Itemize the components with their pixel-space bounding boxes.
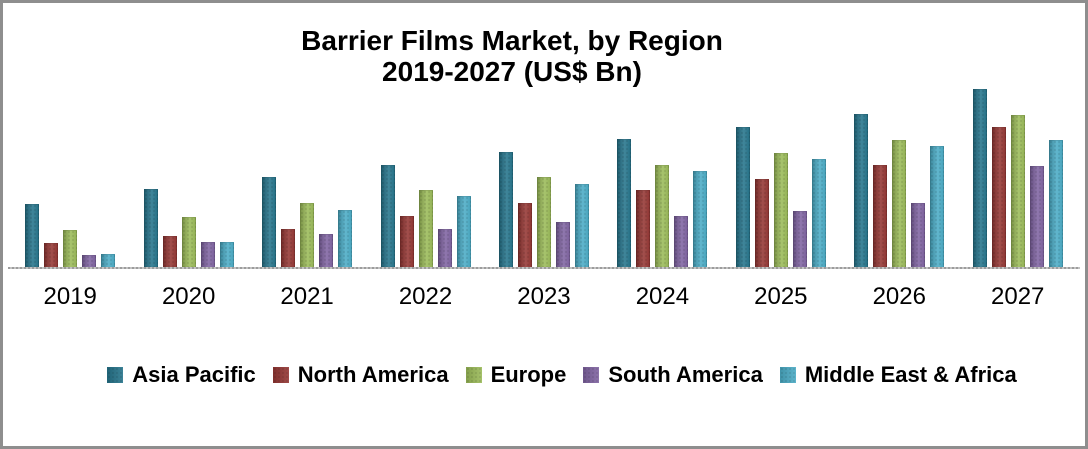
plot-groups — [11, 68, 1077, 268]
bar-north-america-2020 — [162, 236, 177, 268]
legend-item-south-america: South America — [583, 362, 763, 388]
x-axis-label-2023: 2023 — [517, 283, 571, 310]
bar-europe-2023 — [536, 177, 551, 268]
bar-north-america-2019 — [44, 243, 59, 268]
bar-north-america-2023 — [517, 203, 532, 268]
bar-north-america-2026 — [873, 165, 888, 268]
bar-group-2023 — [485, 68, 603, 268]
bar-middle-east-africa-2019 — [101, 254, 116, 268]
x-axis-label-2020: 2020 — [161, 283, 216, 310]
chart-subtitle: 2019-2027 (US$ Bn) — [382, 56, 642, 87]
bar-asia-pacific-2023 — [498, 152, 513, 268]
bar-europe-2026 — [892, 140, 907, 268]
bar-europe-2024 — [655, 165, 670, 268]
bar-middle-east-africa-2026 — [930, 146, 945, 268]
bar-south-america-2022 — [437, 229, 452, 268]
x-axis-label-2026: 2026 — [872, 283, 926, 310]
bar-north-america-2021 — [281, 229, 296, 268]
bar-group-2020 — [129, 68, 247, 268]
bar-asia-pacific-2020 — [143, 189, 158, 268]
bar-north-america-2027 — [991, 127, 1006, 268]
bar-group-2026 — [840, 68, 958, 268]
x-axis-label-2025: 2025 — [754, 283, 808, 310]
x-axis-label-2019: 2019 — [43, 283, 97, 310]
bar-middle-east-africa-2022 — [456, 196, 471, 268]
legend-label-europe: Europe — [490, 362, 567, 387]
legend-label-middle-east-africa: Middle East & Africa — [804, 362, 1017, 387]
bar-north-america-2025 — [754, 179, 769, 268]
bar-asia-pacific-2021 — [262, 177, 277, 268]
legend-item-middle-east-africa: Middle East & Africa — [779, 362, 1017, 388]
legend-label-south-america: South America — [608, 362, 763, 387]
x-axis-label-2022: 2022 — [398, 283, 453, 310]
x-axis-label-2027: 2027 — [991, 283, 1045, 310]
x-axis-line — [8, 267, 1080, 269]
bar-asia-pacific-2024 — [617, 139, 632, 268]
chart-title: Barrier Films Market, by Region — [301, 25, 723, 56]
bar-asia-pacific-2022 — [380, 165, 395, 268]
x-axis-label-2024: 2024 — [635, 283, 690, 310]
legend-swatch-middle-east-africa — [779, 367, 796, 383]
legend-swatch-north-america — [272, 367, 289, 383]
bar-group-2019 — [11, 68, 129, 268]
x-axis-labels: 2019 2020 2021 2022 2023 2024 2025 2026 2027 — [11, 283, 1077, 311]
bar-group-2021 — [248, 68, 366, 268]
legend: Asia Pacific North America Europe South Ame… — [39, 362, 1085, 388]
bar-south-america-2026 — [911, 203, 926, 268]
bar-middle-east-africa-2023 — [574, 184, 589, 268]
legend-item-asia-pacific: Asia Pacific — [107, 362, 256, 388]
legend-item-europe: Europe — [465, 362, 567, 388]
legend-swatch-south-america — [583, 367, 600, 383]
bar-group-2024 — [603, 68, 721, 268]
bar-middle-east-africa-2027 — [1048, 140, 1063, 268]
bar-north-america-2024 — [636, 190, 651, 268]
bar-north-america-2022 — [399, 216, 414, 268]
legend-swatch-europe — [465, 367, 482, 383]
legend-label-asia-pacific: Asia Pacific — [132, 362, 256, 387]
bar-europe-2025 — [773, 153, 788, 268]
bar-group-2022 — [366, 68, 484, 268]
bar-europe-2019 — [63, 230, 78, 268]
legend-label-north-america: North America — [297, 362, 449, 387]
bar-europe-2027 — [1010, 115, 1025, 268]
bar-south-america-2024 — [674, 216, 689, 268]
bar-south-america-2019 — [82, 255, 97, 268]
bar-europe-2021 — [300, 203, 315, 268]
x-axis-label-2021: 2021 — [280, 283, 334, 310]
bar-south-america-2027 — [1029, 166, 1044, 268]
legend-item-north-america: North America — [272, 362, 449, 388]
bar-middle-east-africa-2024 — [693, 171, 708, 268]
bar-middle-east-africa-2025 — [811, 159, 826, 268]
bar-asia-pacific-2019 — [25, 204, 40, 268]
bar-group-2025 — [722, 68, 840, 268]
bar-south-america-2020 — [200, 242, 215, 268]
bar-middle-east-africa-2021 — [338, 210, 353, 268]
legend-swatch-asia-pacific — [107, 367, 124, 383]
bar-asia-pacific-2025 — [735, 127, 750, 268]
bar-south-america-2021 — [319, 234, 334, 268]
bar-group-2027 — [959, 68, 1077, 268]
chart-title-block: Barrier Films Market, by Region 2019-202… — [3, 25, 1021, 87]
bar-south-america-2025 — [792, 211, 807, 268]
bar-europe-2020 — [181, 217, 196, 268]
bar-europe-2022 — [418, 190, 433, 268]
bar-asia-pacific-2027 — [972, 89, 987, 268]
bar-south-america-2023 — [555, 222, 570, 268]
bar-asia-pacific-2026 — [854, 114, 869, 268]
bar-middle-east-africa-2020 — [219, 242, 234, 268]
